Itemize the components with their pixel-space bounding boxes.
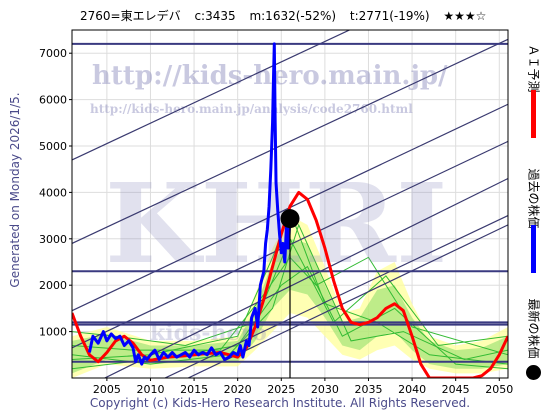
legend-label-past-price: 過去の株価 (526, 168, 541, 229)
plot-frame (71, 29, 509, 379)
current-price-marker (280, 209, 300, 229)
x-tick-label: 2035 (354, 383, 382, 396)
legend-entry-past-price: 過去の株価 (512, 150, 556, 273)
y-tick-label: 2000 (39, 279, 67, 292)
star-rating: ★★★☆ (443, 9, 487, 23)
legend-entry-latest-price: 最新の株価 (512, 270, 556, 380)
chart-legend: ＡＩ予測 過去の株価 最新の株価 (508, 30, 560, 380)
trend-line (72, 30, 351, 161)
x-tick-label: 2030 (311, 383, 339, 396)
x-tick-label: 2005 (93, 383, 121, 396)
y-tick-label: 5000 (39, 140, 67, 153)
stock-code-name: 2760=東エレデバ (80, 9, 181, 23)
x-tick-label: 2040 (398, 383, 426, 396)
x-tick-label: 2050 (485, 383, 513, 396)
target-price: t:2771(-19%) (349, 9, 430, 23)
y-tick-label: 7000 (39, 47, 67, 60)
x-tick-label: 2020 (224, 383, 252, 396)
series-line (72, 190, 508, 378)
x-tick-label: 2015 (180, 383, 208, 396)
legend-dot-latest-price (526, 365, 541, 380)
watermark-url-main: http://kids-hero.main.jp/ (92, 61, 448, 91)
x-tick-label: 2010 (136, 383, 164, 396)
series-line (87, 42, 292, 366)
legend-entry-ai-forecast: ＡＩ予測 (512, 30, 556, 140)
y-tick-label: 4000 (39, 186, 67, 199)
chart-header: 2760=東エレデバ c:3435 m:1632(-52%) t:2771(-1… (80, 7, 486, 24)
x-tick-label: 2045 (442, 383, 470, 396)
y-tick-label: 1000 (39, 326, 67, 339)
current-price: c:3435 (194, 9, 236, 23)
y-tick-label: 6000 (39, 94, 67, 107)
max-price: m:1632(-52%) (249, 9, 337, 23)
legend-swatch-ai-forecast (531, 90, 536, 138)
trend-line (72, 38, 508, 244)
legend-label-latest-price: 最新の株価 (526, 298, 541, 359)
x-tick-label: 2025 (267, 383, 295, 396)
plot-area: KHRIhttp://kids-hero.main.jp/http://kids… (72, 30, 508, 378)
legend-label-ai-forecast: ＡＩ予測 (526, 44, 541, 93)
watermark-url-analysis: http://kids-hero.main.jp/analysis/code27… (90, 102, 413, 116)
copyright-notice: Copyright (c) Kids-Hero Research Institu… (89, 396, 471, 410)
y-tick-label: 3000 (39, 233, 67, 246)
legend-swatch-past-price (531, 225, 536, 273)
